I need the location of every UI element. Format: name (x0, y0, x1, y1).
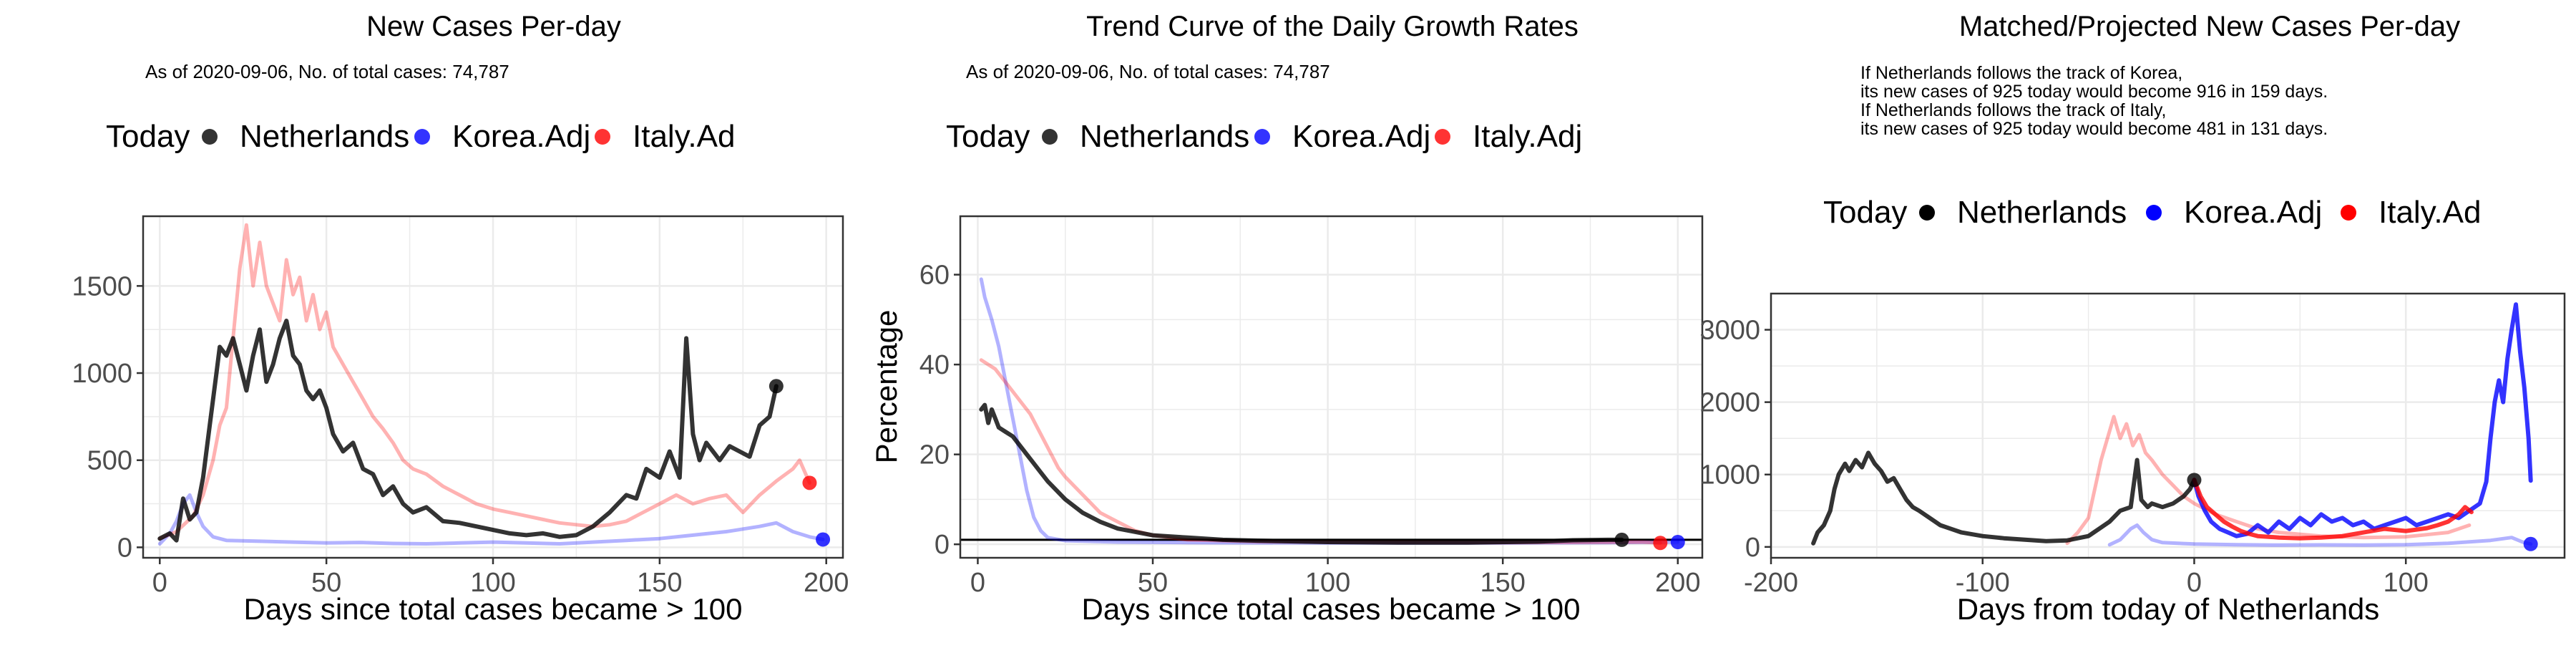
chart-title: New Cases Per-day (366, 11, 621, 42)
legend-label: Netherlands (1080, 119, 1249, 154)
today-point-korea-adj (1670, 535, 1685, 550)
x-tick-label: 50 (311, 568, 341, 598)
y-tick-label: 1500 (72, 271, 132, 301)
x-tick-label: -200 (1744, 568, 1798, 598)
plot-background (960, 216, 1702, 558)
legend-key-netherlands (1042, 129, 1058, 145)
x-tick-label: 0 (970, 568, 985, 598)
y-tick-label: 500 (87, 446, 132, 476)
x-tick-label: 100 (1305, 568, 1350, 598)
legend: Today Netherlands Korea.Adj Italy.Ad (1823, 195, 2481, 230)
legend-title: Today (946, 119, 1030, 154)
x-tick-label: 200 (1655, 568, 1700, 598)
y-tick-label: 0 (935, 530, 950, 560)
today-point-netherlands (2187, 473, 2202, 488)
series-line-korea-adj (157, 493, 825, 546)
y-tick-label: 1000 (72, 359, 132, 389)
legend-key-netherlands (1919, 205, 1935, 221)
plot-frame (1770, 292, 2566, 559)
legend-label: Netherlands (240, 119, 409, 154)
x-tick-label: 100 (2383, 568, 2428, 598)
chart-panel-3: Matched/Projected New Cases Per-day If Ne… (1699, 11, 2566, 626)
today-point-korea-adj (816, 532, 831, 547)
legend-key-italy (1435, 129, 1450, 145)
x-tick-label: 200 (804, 568, 849, 598)
series-line-italy-adj (157, 223, 811, 541)
today-point-italy-adj (1653, 536, 1668, 551)
annotation-line: If Netherlands follows the track of Kore… (1860, 63, 2182, 83)
plot-area (979, 277, 1685, 551)
plot-frame (959, 215, 1704, 559)
legend-key-netherlands (202, 129, 218, 145)
annotation-line: its new cases of 925 today would become … (1860, 119, 2328, 139)
legend-key-italy (2341, 205, 2356, 221)
series-line-netherlands-projected-italy-track- (2192, 478, 2474, 541)
x-axis-label: Days from today of Netherlands (1957, 592, 2380, 626)
legend-title: Today (106, 119, 190, 154)
chart-subtitle: As of 2020-09-06, No. of total cases: 74… (145, 61, 509, 82)
series-line-netherlands (157, 319, 779, 543)
today-point-netherlands (1614, 532, 1629, 547)
legend-label: Netherlands (1957, 195, 2127, 230)
legend-label: Korea.Adj (452, 119, 590, 154)
y-tick-label: 40 (919, 350, 950, 380)
y-tick-label: 1000 (1699, 460, 1760, 490)
today-point-italy-adj (802, 475, 817, 490)
x-axis-label: Days since total cases became > 100 (244, 592, 743, 626)
chart-title: Matched/Projected New Cases Per-day (1959, 11, 2460, 42)
legend-key-korea (1254, 129, 1270, 145)
x-tick-label: -100 (1956, 568, 2010, 598)
x-tick-label: 50 (1138, 568, 1168, 598)
y-tick-label: 2000 (1699, 388, 1760, 418)
legend-key-korea (414, 129, 430, 145)
legend-label: Korea.Adj (2184, 195, 2322, 230)
plot-background (1771, 294, 2565, 558)
chart-subtitle: As of 2020-09-06, No. of total cases: 74… (966, 61, 1330, 82)
chart-panel-1: New Cases Per-day As of 2020-09-06, No. o… (72, 11, 849, 626)
chart-panel-2: Trend Curve of the Daily Growth Rates As … (869, 11, 1704, 626)
x-tick-label: 150 (1480, 568, 1525, 598)
legend-label: Italy.Ad (2379, 195, 2481, 230)
legend-label: Italy.Adj (1473, 119, 1582, 154)
series-line-korea-adj (2107, 523, 2533, 547)
x-tick-label: 0 (152, 568, 167, 598)
legend: Today Netherlands Korea.Adj Italy.Ad (106, 119, 735, 154)
legend-key-italy (595, 129, 610, 145)
legend-label: Italy.Ad (633, 119, 735, 154)
series-line-netherlands (1811, 450, 2197, 546)
chart-title: Trend Curve of the Daily Growth Rates (1086, 11, 1579, 42)
annotation-line: If Netherlands follows the track of Ital… (1860, 100, 2167, 120)
annotation-line: its new cases of 925 today would become … (1860, 82, 2328, 102)
y-tick-label: 20 (919, 440, 950, 470)
legend-label: Korea.Adj (1292, 119, 1430, 154)
y-tick-label: 0 (117, 533, 132, 563)
y-axis-label: Percentage (869, 310, 903, 464)
plot-area (157, 223, 831, 547)
series-line-netherlands (979, 402, 1624, 545)
legend-title: Today (1823, 195, 1907, 230)
y-tick-label: 3000 (1699, 316, 1760, 346)
legend: Today Netherlands Korea.Adj Italy.Adj (946, 119, 1582, 154)
y-tick-label: 0 (1745, 533, 1760, 563)
plot-area (1811, 302, 2538, 551)
legend-key-korea (2146, 205, 2162, 221)
x-tick-label: 100 (470, 568, 515, 598)
y-tick-label: 60 (919, 261, 950, 291)
today-point-netherlands (769, 379, 784, 394)
series-line-italy-adj (2065, 415, 2472, 546)
x-tick-label: 0 (2187, 568, 2202, 598)
x-axis-label: Days since total cases became > 100 (1082, 592, 1581, 626)
x-tick-label: 150 (637, 568, 682, 598)
today-point-korea-adj (2523, 536, 2538, 551)
